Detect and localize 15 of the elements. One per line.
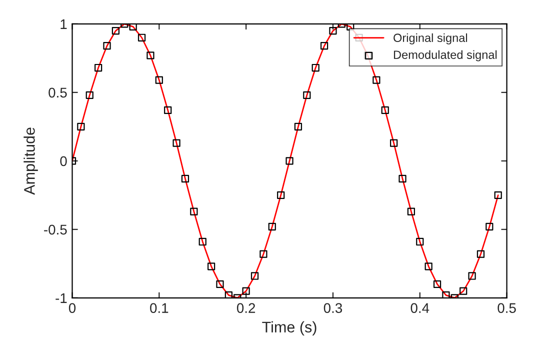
- x-tick-label: 0.3: [324, 303, 342, 313]
- x-tick-label: 0.2: [236, 303, 256, 313]
- series-label: Demodulated signal: [394, 50, 497, 62]
- y-tick-label: 0: [60, 156, 67, 166]
- y-tick-label: 0.5: [48, 88, 67, 98]
- y-tick-label: -0.5: [44, 224, 67, 235]
- y-tick-label: 1: [60, 19, 67, 29]
- x-tick-label: 0.5: [498, 303, 516, 313]
- y-tick-label: -1: [56, 293, 67, 303]
- x-tick-label: 0: [68, 303, 76, 313]
- x-tick-label: 0.4: [410, 303, 430, 313]
- legend-label: Original signal: [394, 33, 468, 44]
- x-tick-label: 0.1: [150, 303, 168, 313]
- x-axis-title: Time (s): [262, 321, 316, 336]
- y-axis-title: Amplitude: [24, 128, 38, 195]
